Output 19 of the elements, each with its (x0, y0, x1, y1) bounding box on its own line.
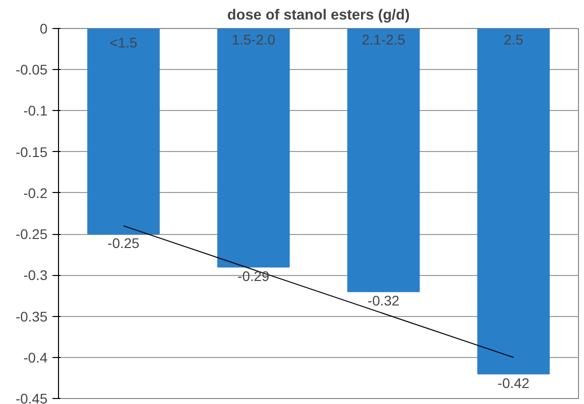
y-tick-label: -0.35 (16, 308, 48, 324)
x-tick-label: 1.5-2.0 (232, 32, 276, 48)
y-tick-label: -0.2 (23, 184, 48, 201)
y-tick-label: -0.3 (23, 267, 48, 284)
y-tick-label: -0.45 (16, 390, 48, 404)
data-label: -0.32 (368, 292, 400, 309)
y-tick-label: -0.4 (23, 349, 48, 366)
data-label: -0.29 (238, 268, 270, 284)
data-label: -0.42 (498, 374, 530, 391)
y-tick-label: 0 (40, 20, 48, 36)
y-tick-label: -0.05 (16, 62, 48, 78)
x-tick-label: 2.5 (504, 32, 524, 48)
data-label: -0.25 (108, 235, 140, 252)
y-tick-label: -0.25 (16, 226, 48, 242)
chart-title: dose of stanol esters (g/d) (227, 8, 410, 24)
x-tick-label: 2.1-2.5 (362, 32, 406, 48)
x-tick-label: <1.5 (110, 34, 138, 50)
y-tick-label: -0.1 (23, 102, 48, 119)
y-tick-label: -0.15 (16, 144, 48, 160)
